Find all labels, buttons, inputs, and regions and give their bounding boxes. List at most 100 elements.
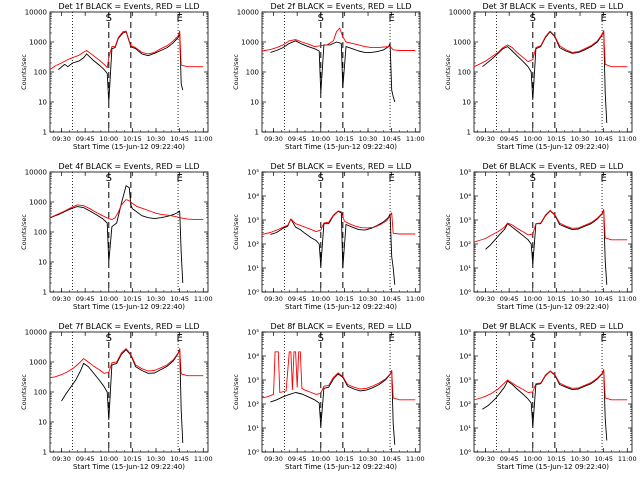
- y-tick-label: 10⁵: [247, 169, 259, 177]
- x-tick-label: 10:45: [382, 455, 401, 463]
- plot-frame: [473, 331, 633, 453]
- x-tick-label: 10:30: [147, 135, 166, 143]
- x-tick-label: 09:30: [476, 295, 495, 303]
- chart-panel-4: Det 4f BLACK = Events, RED = LLD 1 10 100 10…: [20, 162, 213, 311]
- y-tick-label: 10⁵: [459, 329, 471, 337]
- x-tick-label: 10:30: [359, 135, 378, 143]
- y-axis-label: Counts/sec: [20, 54, 28, 90]
- chart-panel-5: Det 5f BLACK = Events, RED = LLD 10⁰ 10¹ 10…: [232, 162, 425, 311]
- x-tick-label: 10:45: [594, 135, 613, 143]
- marker-e: E: [176, 333, 182, 344]
- x-tick-label: 10:45: [382, 135, 401, 143]
- x-tick-label: 10:45: [170, 295, 189, 303]
- marker-e: E: [176, 173, 182, 184]
- x-tick-label: 11:00: [406, 455, 425, 463]
- x-tick-label: 10:15: [123, 295, 142, 303]
- y-tick-label: 10⁵: [247, 329, 259, 337]
- x-tick-label: 10:00: [99, 295, 118, 303]
- chart-title: Det 8f BLACK = Events, RED = LLD: [270, 322, 411, 331]
- x-tick-label: 11:00: [618, 455, 637, 463]
- y-tick-label: 10⁰: [459, 289, 471, 297]
- y-tick-label: 1000: [29, 199, 47, 207]
- x-tick-label: 11:00: [194, 295, 213, 303]
- y-tick-label: 10⁰: [459, 449, 471, 457]
- x-tick-label: 10:00: [311, 135, 330, 143]
- x-tick-label: 10:30: [571, 455, 590, 463]
- events-series-line: [270, 40, 396, 103]
- marker-s: S: [318, 13, 324, 24]
- x-tick-label: 10:30: [147, 295, 166, 303]
- x-tick-label: 09:30: [264, 455, 283, 463]
- marker-e: E: [600, 333, 606, 344]
- x-tick-label: 09:45: [288, 135, 307, 143]
- y-tick-label: 1: [43, 129, 47, 137]
- x-tick-label: 10:45: [170, 455, 189, 463]
- marker-e: E: [600, 13, 606, 24]
- x-tick-label: 10:30: [147, 455, 166, 463]
- lld-series-line: [473, 30, 628, 68]
- x-tick-label: 09:30: [52, 455, 71, 463]
- plot-frame: [473, 171, 633, 293]
- marker-s: S: [530, 333, 536, 344]
- y-axis-label: Counts/sec: [232, 54, 240, 90]
- x-tick-label: 10:00: [99, 455, 118, 463]
- x-axis-label: Start Time (15-Jun-12 09:22:40): [285, 303, 397, 311]
- plot-frame: [473, 11, 633, 133]
- lld-series-line: [49, 30, 204, 70]
- chart-title: Det 7f BLACK = Events, RED = LLD: [58, 322, 199, 331]
- y-axis-label: Counts/sec: [444, 54, 452, 90]
- x-axis-label: Start Time (15-Jun-12 09:22:40): [285, 463, 397, 471]
- y-tick-label: 10: [38, 99, 47, 107]
- x-axis-label: Start Time (15-Jun-12 09:22:40): [73, 143, 185, 151]
- y-tick-label: 100: [34, 69, 47, 77]
- x-tick-label: 09:45: [288, 295, 307, 303]
- chart-title: Det 4f BLACK = Events, RED = LLD: [58, 162, 199, 171]
- y-tick-label: 1000: [29, 39, 47, 47]
- x-tick-label: 09:45: [288, 455, 307, 463]
- x-tick-label: 09:45: [76, 295, 95, 303]
- events-series-line: [482, 30, 608, 124]
- chart-title: Det 6f BLACK = Events, RED = LLD: [482, 162, 623, 171]
- plot-frame: [49, 171, 209, 293]
- chart-title: Det 5f BLACK = Events, RED = LLD: [270, 162, 411, 171]
- x-axis-label: Start Time (15-Jun-12 09:22:40): [497, 463, 609, 471]
- y-tick-label: 10: [38, 259, 47, 267]
- x-tick-label: 10:45: [594, 455, 613, 463]
- plot-frame: [261, 11, 421, 133]
- y-tick-label: 10²: [247, 241, 259, 249]
- x-tick-label: 11:00: [194, 135, 213, 143]
- y-tick-label: 10000: [25, 9, 47, 17]
- marker-s: S: [318, 173, 324, 184]
- y-tick-label: 10²: [459, 241, 471, 249]
- x-tick-label: 10:30: [359, 455, 378, 463]
- x-tick-label: 11:00: [406, 135, 425, 143]
- events-series-line: [485, 209, 608, 285]
- events-series-line: [61, 348, 184, 444]
- x-tick-label: 10:15: [335, 455, 354, 463]
- x-tick-label: 10:45: [594, 295, 613, 303]
- y-tick-label: 100: [246, 69, 259, 77]
- x-tick-label: 11:00: [194, 455, 213, 463]
- y-tick-label: 10⁴: [459, 193, 471, 201]
- x-tick-label: 10:00: [311, 455, 330, 463]
- x-tick-label: 09:30: [264, 135, 283, 143]
- x-tick-label: 10:15: [547, 135, 566, 143]
- plot-frame: [261, 331, 421, 453]
- chart-panel-3: Det 3f BLACK = Events, RED = LLD 1 10 100 10…: [444, 2, 637, 151]
- y-tick-label: 10000: [25, 169, 47, 177]
- lld-series-line: [473, 369, 628, 401]
- y-tick-label: 10¹: [247, 425, 259, 433]
- x-axis-label: Start Time (15-Jun-12 09:22:40): [497, 303, 609, 311]
- x-tick-label: 10:30: [571, 295, 590, 303]
- y-tick-label: 1000: [241, 39, 259, 47]
- chart-panel-1: Det 1f BLACK = Events, RED = LLD 1 10 100 10…: [20, 2, 213, 151]
- plot-frame: [49, 11, 209, 133]
- y-tick-label: 10³: [247, 377, 259, 385]
- marker-s: S: [530, 173, 536, 184]
- x-tick-label: 10:00: [523, 135, 542, 143]
- y-axis-label: Counts/sec: [232, 374, 240, 410]
- x-axis-label: Start Time (15-Jun-12 09:22:40): [285, 143, 397, 151]
- chart-title: Det 2f BLACK = Events, RED = LLD: [270, 2, 411, 11]
- events-series-line: [58, 31, 184, 103]
- x-tick-label: 10:00: [523, 455, 542, 463]
